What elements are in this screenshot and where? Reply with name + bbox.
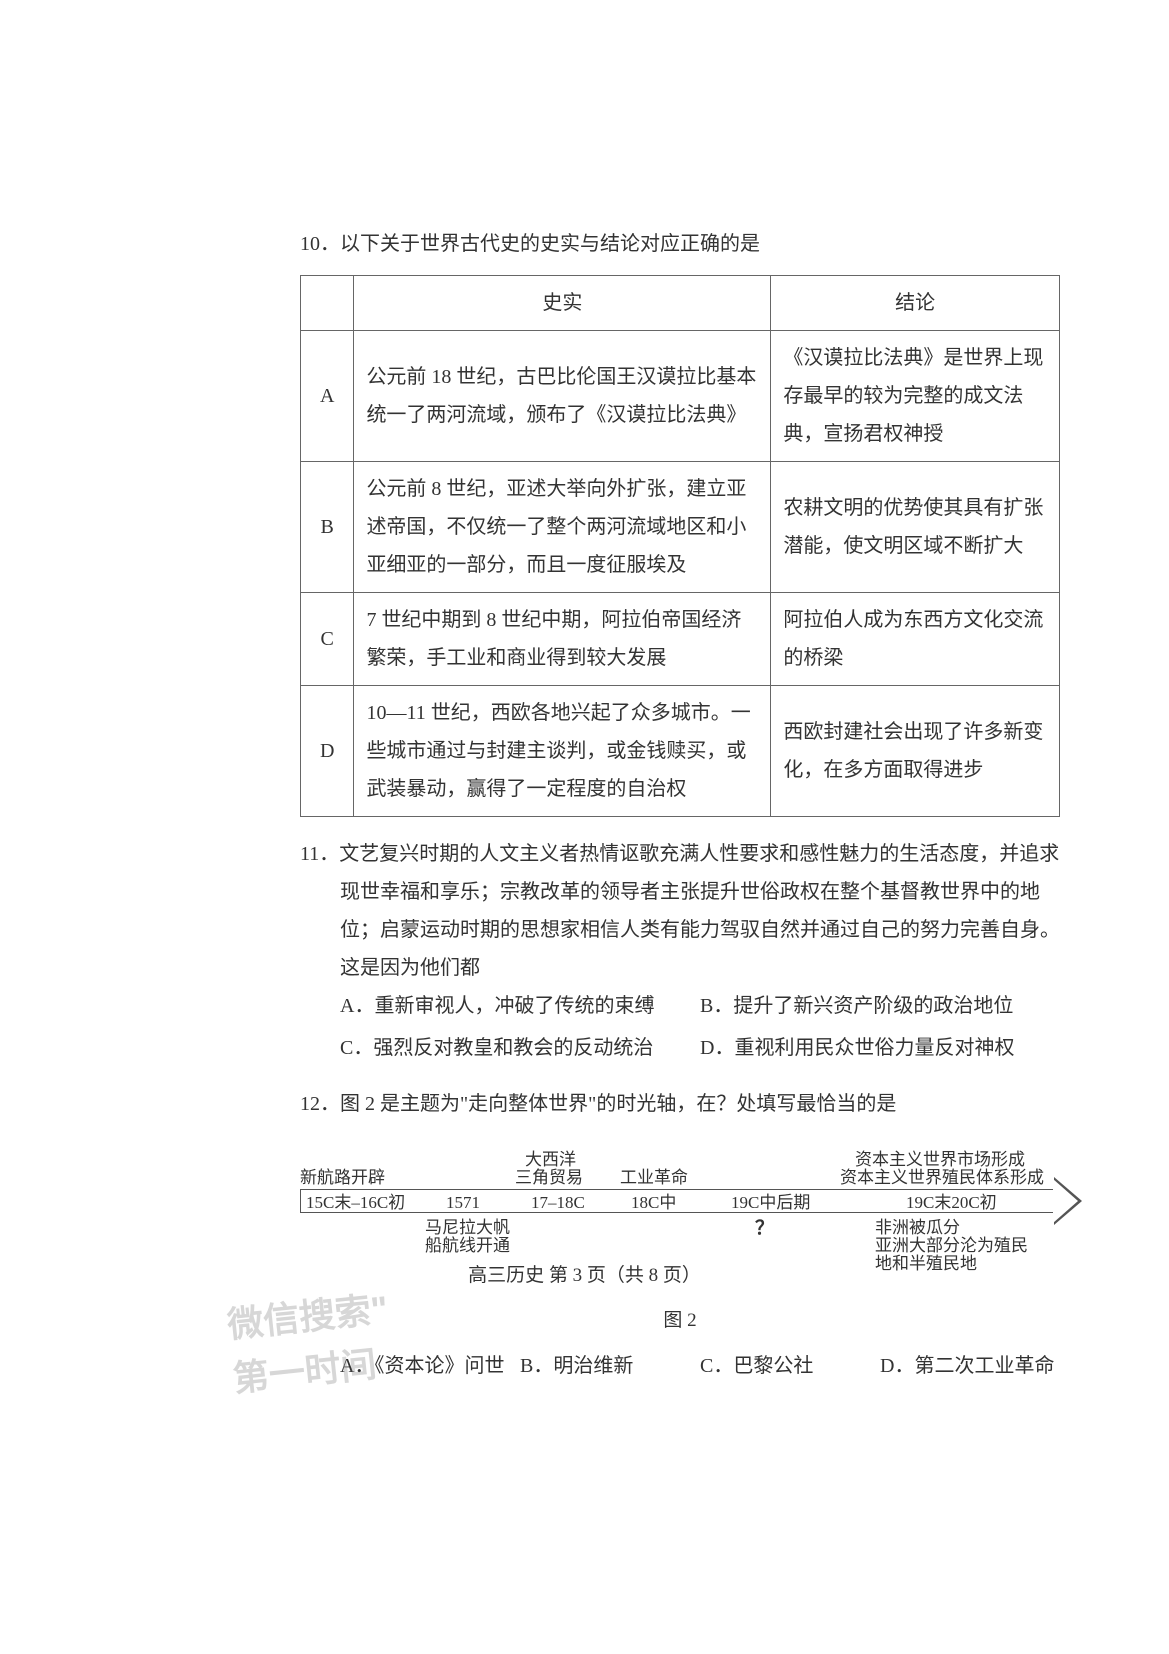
header-fact: 史实 [354, 276, 771, 331]
q10-number: 10． [300, 225, 340, 263]
q12-option-c: C．巴黎公社 [700, 1347, 880, 1385]
q12-options: A．《资本论》问世 B．明治维新 C．巴黎公社 D．第二次工业革命 [300, 1347, 1060, 1385]
tl-top-2b: 三角贸易 [515, 1167, 583, 1189]
q12-number: 12． [300, 1093, 340, 1115]
tl-top-3: 工业革命 [620, 1167, 688, 1189]
row-a-fact: 公元前 18 世纪，古巴比伦国王汉谟拉比基本统一了两河流域，颁布了《汉谟拉比法典… [354, 331, 771, 462]
tl-year-5: 19C中后期 [731, 1192, 810, 1214]
q12-option-a: A．《资本论》问世 [340, 1347, 520, 1385]
tl-top-4b: 资本主义世界殖民体系形成 [840, 1167, 1044, 1189]
row-d-letter: D [301, 686, 354, 817]
q11-options: A．重新审视人，冲破了传统的束缚 B．提升了新兴资产阶级的政治地位 C．强烈反对… [300, 987, 1060, 1071]
q11-body: 文艺复兴时期的人文主义者热情讴歌充满人性要求和感性魅力的生活态度，并追求现世幸福… [339, 843, 1060, 979]
page-footer: 高三历史 第 3 页（共 8 页） [0, 1258, 1169, 1294]
q10-header: 10．以下关于世界古代史的史实与结论对应正确的是 [300, 225, 1060, 263]
tl-year-4: 18C中 [631, 1192, 676, 1214]
row-d-conclusion: 西欧封建社会出现了许多新变化，在多方面取得进步 [771, 686, 1060, 817]
q11-option-d: D．重视利用民众世俗力量反对神权 [700, 1029, 1060, 1067]
tl-year-2: 1571 [446, 1192, 480, 1214]
row-b-letter: B [301, 462, 354, 593]
row-a-conclusion: 《汉谟拉比法典》是世界上现存最早的较为完整的成文法典，宣扬君权神授 [771, 331, 1060, 462]
timeline-top-row: 新航路开辟 大西洋 三角贸易 工业革命 资本主义世界市场形成 资本主义世界殖民体… [300, 1147, 1060, 1189]
tl-top-1: 新航路开辟 [300, 1167, 385, 1189]
header-conclusion: 结论 [771, 276, 1060, 331]
tl-year-1: 15C末–16C初 [306, 1192, 405, 1214]
row-b-conclusion: 农耕文明的优势使其具有扩张潜能，使文明区域不断扩大 [771, 462, 1060, 593]
row-d-fact: 10—11 世纪，西欧各地兴起了众多城市。一些城市通过与封建主谈判，或金钱赎买，… [354, 686, 771, 817]
q10-table: 史实 结论 A 公元前 18 世纪，古巴比伦国王汉谟拉比基本统一了两河流域，颁布… [300, 275, 1060, 817]
table-row: C 7 世纪中期到 8 世纪中期，阿拉伯帝国经济繁荣，手工业和商业得到较大发展 … [301, 593, 1060, 686]
timeline-arrow: 15C末–16C初 1571 17–18C 18C中 19C中后期 19C末20… [300, 1189, 1060, 1213]
tl-bot-1b: 船航线开通 [425, 1235, 510, 1257]
tl-bot-qmark: ？ [755, 1217, 774, 1242]
page-content: 10．以下关于世界古代史的史实与结论对应正确的是 史实 结论 A 公元前 18 … [300, 225, 1060, 1403]
q11-option-c: C．强烈反对教皇和教会的反动统治 [340, 1029, 700, 1067]
q12-block: 12．图 2 是主题为"走向整体世界"的时光轴，在？处填写最恰当的是 新航路开辟… [300, 1085, 1060, 1385]
q12-body: 图 2 是主题为"走向整体世界"的时光轴，在？处填写最恰当的是 [340, 1093, 896, 1115]
q11-block: 微信搜索" 第一时间 11．文艺复兴时期的人文主义者热情讴歌充满人性要求和感性魅… [300, 835, 1060, 1071]
row-a-letter: A [301, 331, 354, 462]
q12-text: 12．图 2 是主题为"走向整体世界"的时光轴，在？处填写最恰当的是 [300, 1085, 1060, 1123]
table-header-row: 史实 结论 [301, 276, 1060, 331]
table-row: B 公元前 8 世纪，亚述大举向外扩张，建立亚述帝国，不仅统一了整个两河流域地区… [301, 462, 1060, 593]
q10-prompt: 以下关于世界古代史的史实与结论对应正确的是 [340, 233, 760, 255]
table-row: D 10—11 世纪，西欧各地兴起了众多城市。一些城市通过与封建主谈判，或金钱赎… [301, 686, 1060, 817]
q11-text: 11．文艺复兴时期的人文主义者热情讴歌充满人性要求和感性魅力的生活态度，并追求现… [300, 835, 1060, 987]
row-c-fact: 7 世纪中期到 8 世纪中期，阿拉伯帝国经济繁荣，手工业和商业得到较大发展 [354, 593, 771, 686]
row-c-letter: C [301, 593, 354, 686]
row-c-conclusion: 阿拉伯人成为东西方文化交流的桥梁 [771, 593, 1060, 686]
tl-year-6: 19C末20C初 [906, 1192, 997, 1214]
q11-number: 11． [300, 843, 339, 865]
tl-year-3: 17–18C [531, 1192, 585, 1214]
q11-option-a: A．重新审视人，冲破了传统的束缚 [340, 987, 700, 1025]
header-blank [301, 276, 354, 331]
q11-option-b: B．提升了新兴资产阶级的政治地位 [700, 987, 1060, 1025]
q12-option-d: D．第二次工业革命 [880, 1347, 1060, 1385]
q12-option-b: B．明治维新 [520, 1347, 700, 1385]
figure-label: 图 2 [300, 1303, 1060, 1339]
table-row: A 公元前 18 世纪，古巴比伦国王汉谟拉比基本统一了两河流域，颁布了《汉谟拉比… [301, 331, 1060, 462]
row-b-fact: 公元前 8 世纪，亚述大举向外扩张，建立亚述帝国，不仅统一了整个两河流域地区和小… [354, 462, 771, 593]
